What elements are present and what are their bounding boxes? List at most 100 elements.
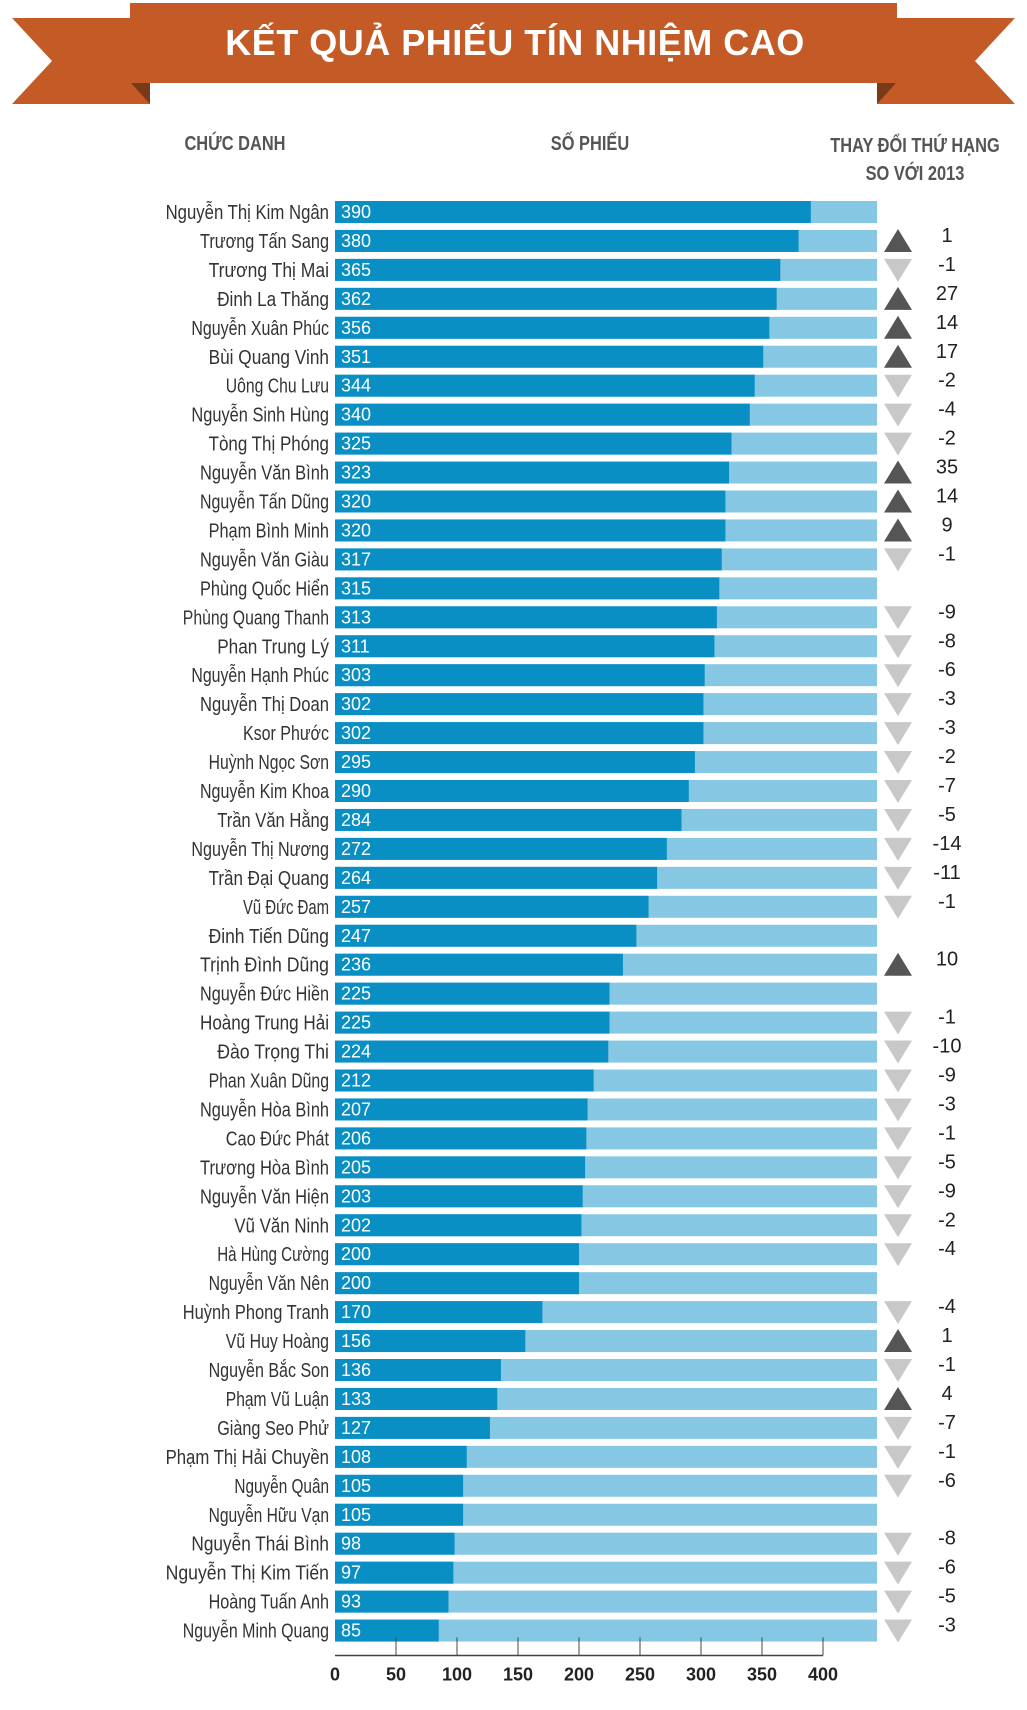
row-name-label: Nguyễn Hạnh Phúc xyxy=(191,664,329,687)
bar-value-label: 225 xyxy=(341,1013,371,1033)
bar-value-label: 236 xyxy=(341,955,371,975)
rank-up-icon xyxy=(884,315,912,339)
rank-down-icon xyxy=(884,1619,912,1643)
bar-value-label: 351 xyxy=(341,347,371,367)
bar-value-label: 362 xyxy=(341,289,371,309)
bar xyxy=(335,287,777,310)
bar xyxy=(335,1098,588,1121)
bar xyxy=(335,403,750,426)
bar-value-label: 170 xyxy=(341,1302,371,1322)
header-votes: SỐ PHIẾU xyxy=(550,133,630,155)
rank-change-label: -2 xyxy=(938,1209,956,1231)
row-name-label: Uông Chu Lưu xyxy=(226,376,329,398)
rank-down-icon xyxy=(884,808,912,832)
rank-down-icon xyxy=(884,895,912,919)
rank-change-label: 35 xyxy=(936,457,958,479)
bar-value-label: 212 xyxy=(341,1071,371,1091)
row-name-label: Trần Văn Hằng xyxy=(217,809,329,832)
rank-change-label: -4 xyxy=(938,1296,956,1318)
bar-value-label: 380 xyxy=(341,231,371,251)
bar-value-label: 272 xyxy=(341,839,371,859)
rank-change-label: 27 xyxy=(936,283,958,305)
bar-value-label: 264 xyxy=(341,868,371,888)
bar-value-label: 200 xyxy=(341,1273,371,1293)
bar xyxy=(335,953,623,976)
row-name-label: Huỳnh Ngọc Sơn xyxy=(209,752,329,774)
rank-change-label: -1 xyxy=(938,891,956,913)
row-name-label: Phạm Vũ Luận xyxy=(226,1389,329,1411)
bar xyxy=(335,751,695,774)
bar xyxy=(335,519,726,542)
x-tick-label: 400 xyxy=(808,1665,838,1685)
header-change-line2: SO VỚI 2013 xyxy=(865,163,965,185)
bar xyxy=(335,229,799,252)
banner-right-tail xyxy=(877,18,1015,104)
row-name-label: Nguyễn Thị Nương xyxy=(191,838,329,861)
row-name-label: Tòng Thị Phóng xyxy=(209,434,329,456)
bar-value-label: 295 xyxy=(341,752,371,772)
bar xyxy=(335,664,705,687)
rank-change-label: -8 xyxy=(938,630,956,652)
bar-value-label: 365 xyxy=(341,260,371,280)
bar-value-label: 156 xyxy=(341,1331,371,1351)
row-name-label: Nguyễn Đức Hiền xyxy=(200,983,329,1006)
rank-down-icon xyxy=(884,1532,912,1556)
bar xyxy=(335,982,610,1005)
row-name-label: Nguyễn Hữu Vạn xyxy=(209,1504,329,1527)
rank-change-label: -2 xyxy=(938,746,956,768)
bar xyxy=(335,1619,439,1642)
rank-down-icon xyxy=(884,1185,912,1209)
row-name-label: Phạm Bình Minh xyxy=(209,520,329,542)
rank-change-label: -3 xyxy=(938,717,956,739)
bar xyxy=(335,1156,586,1179)
bar-track xyxy=(335,1619,877,1642)
rank-down-icon xyxy=(884,1011,912,1035)
bar xyxy=(335,1040,609,1063)
row-name-label: Cao Đức Phát xyxy=(226,1128,330,1150)
bar-value-label: 315 xyxy=(341,578,371,598)
header-name: CHỨC DANH xyxy=(184,133,286,155)
rank-change-label: -9 xyxy=(938,1180,956,1202)
bar xyxy=(335,866,658,889)
bar xyxy=(335,345,764,368)
row-name-label: Nguyễn Văn Nên xyxy=(209,1272,329,1295)
banner-right-fold xyxy=(877,82,897,104)
rank-change-label: 14 xyxy=(936,312,958,334)
rank-up-icon xyxy=(884,489,912,513)
rank-down-icon xyxy=(884,1301,912,1325)
row-name-label: Phạm Thị Hải Chuyền xyxy=(166,1447,329,1469)
rank-down-icon xyxy=(884,1590,912,1614)
rank-down-icon xyxy=(884,1243,912,1267)
rank-change-label: -5 xyxy=(938,1151,956,1173)
rank-down-icon xyxy=(884,548,912,572)
bar-value-label: 224 xyxy=(341,1042,371,1062)
bar-value-label: 108 xyxy=(341,1447,371,1467)
row-name-label: Trương Thị Mai xyxy=(209,260,329,282)
bar xyxy=(335,374,755,397)
rank-up-icon xyxy=(884,228,912,252)
rank-change-label: 4 xyxy=(941,1383,952,1405)
row-name-label: Nguyễn Thị Doan xyxy=(200,693,329,716)
bar xyxy=(335,1359,501,1381)
rank-down-icon xyxy=(884,1156,912,1180)
rank-change-label: -7 xyxy=(938,775,956,797)
rank-down-icon xyxy=(884,751,912,775)
row-name-label: Nguyễn Văn Giàu xyxy=(200,548,329,571)
rank-down-icon xyxy=(884,780,912,803)
bar xyxy=(335,1445,467,1468)
rank-change-label: 1 xyxy=(941,1325,952,1347)
bar-value-label: 206 xyxy=(341,1128,371,1148)
bar xyxy=(335,201,811,223)
rank-change-label: -6 xyxy=(938,1557,956,1579)
rank-change-label: -1 xyxy=(938,1441,956,1463)
rank-change-label: -2 xyxy=(938,428,956,450)
bar-value-label: 93 xyxy=(341,1592,361,1612)
banner-left-fold xyxy=(130,82,150,104)
bar xyxy=(335,577,720,600)
bar xyxy=(335,1185,583,1208)
rank-change-label: -9 xyxy=(938,1065,956,1087)
bar-value-label: 325 xyxy=(341,434,371,454)
rank-down-icon xyxy=(884,635,912,659)
rank-change-label: -11 xyxy=(933,862,960,884)
bar xyxy=(335,1127,587,1150)
